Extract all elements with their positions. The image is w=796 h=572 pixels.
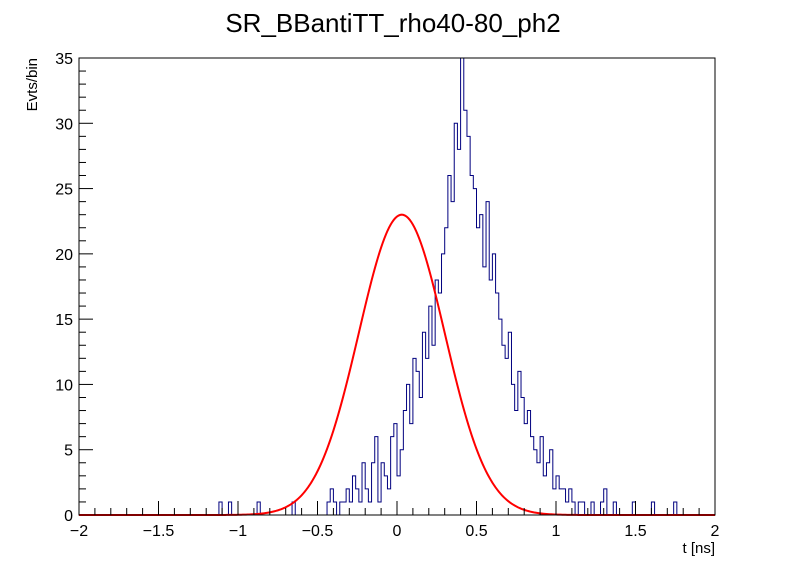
x-tick-label: 0 [393, 523, 402, 540]
y-tick-label: 30 [55, 116, 73, 133]
y-tick-label: 25 [55, 182, 73, 199]
y-tick-label: 0 [64, 508, 73, 525]
histogram-series [79, 57, 715, 516]
x-tick-label: 1 [552, 523, 561, 540]
x-tick-label: −2 [70, 523, 88, 540]
y-axis-label: Evts/bin [24, 58, 41, 111]
x-tick-label: −1.5 [143, 523, 175, 540]
y-tick-label: 5 [64, 443, 73, 460]
y-tick-label: 15 [55, 312, 73, 329]
x-tick-label: 1.5 [624, 523, 646, 540]
y-tick-label: 10 [55, 377, 73, 394]
x-tick-label: −1 [229, 523, 247, 540]
y-tick-label: 20 [55, 247, 73, 264]
x-tick-label: 2 [711, 523, 720, 540]
plot-area [79, 57, 715, 516]
y-tick-label: 35 [55, 51, 73, 68]
chart-title: SR_BBantiTT_rho40-80_ph2 [225, 8, 560, 38]
x-tick-label: 0.5 [465, 523, 487, 540]
x-tick-label: −0.5 [302, 523, 334, 540]
x-axis-label: t [ns] [682, 540, 715, 557]
